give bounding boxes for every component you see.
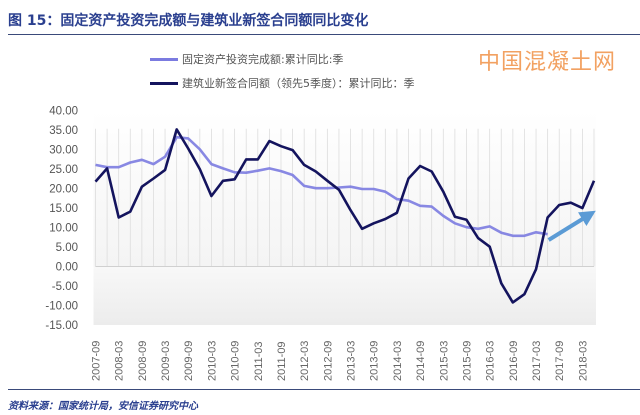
x-tick-label: 2009-03 <box>160 341 172 381</box>
x-tick-label: 2007-09 <box>91 341 103 381</box>
x-tick-label: 2011-03 <box>253 341 265 381</box>
y-tick-label: -5.00 <box>52 281 78 293</box>
y-tick-label: -10.00 <box>45 301 78 313</box>
plot-background-positive <box>93 110 596 267</box>
source-note: 资料来源：国家统计局，安信证券研究中心 <box>8 401 198 412</box>
x-tick-label: 2013-09 <box>369 341 381 381</box>
title-rule <box>8 34 640 35</box>
legend-swatch <box>150 57 178 61</box>
x-tick-label: 2016-03 <box>485 341 497 381</box>
plot-background-negative <box>93 266 596 325</box>
y-tick-label: 30.00 <box>49 145 78 157</box>
y-tick-label: 5.00 <box>56 242 78 254</box>
x-tick-label: 2009-09 <box>183 341 195 381</box>
x-tick-label: 2008-03 <box>114 341 126 381</box>
x-tick-label: 2012-03 <box>299 341 311 381</box>
x-tick-label: 2011-09 <box>276 341 288 381</box>
y-tick-label: 10.00 <box>49 223 78 235</box>
y-tick-label: 15.00 <box>49 203 78 215</box>
x-tick-label: 2014-09 <box>415 341 427 381</box>
y-tick-label: 0.00 <box>56 262 78 274</box>
figure-title: 图 15：固定资产投资完成额与建筑业新签合同额同比变化 <box>8 13 369 29</box>
x-tick-label: 2015-09 <box>461 341 473 381</box>
series-line-construction-contracts <box>94 128 596 304</box>
x-tick-label: 2018-03 <box>577 341 589 381</box>
legend-label: 建筑业新签合同额（领先5季度）：累计同比：季 <box>182 77 415 90</box>
x-tick-label: 2016-09 <box>508 341 520 381</box>
legend-item-construction-contracts: 建筑业新签合同额（领先5季度）：累计同比：季 <box>150 75 415 91</box>
legend-label: 固定资产投资完成额:累计同比:季 <box>182 53 344 66</box>
trend-arrow-icon <box>547 210 596 242</box>
y-tick-label: 20.00 <box>49 184 78 196</box>
x-tick-label: 2014-03 <box>392 341 404 381</box>
x-tick-label: 2017-03 <box>531 341 543 381</box>
x-tick-label: 2010-09 <box>230 341 242 381</box>
x-tick-label: 2010-03 <box>206 341 218 381</box>
y-tick-label: 35.00 <box>49 125 78 137</box>
y-tick-label: 25.00 <box>49 164 78 176</box>
x-tick-label: 2017-09 <box>554 341 566 381</box>
legend-item-fixed-asset: 固定资产投资完成额:累计同比:季 <box>150 51 343 67</box>
legend-swatch <box>150 81 178 85</box>
x-tick-label: 2013-03 <box>346 341 358 381</box>
watermark: 中国混凝土网 <box>478 50 617 75</box>
source-rule <box>8 389 640 390</box>
x-tick-label: 2012-09 <box>322 341 334 381</box>
x-tick-label: 2015-03 <box>438 341 450 381</box>
x-tick-label: 2008-09 <box>137 341 149 381</box>
y-tick-label: 40.00 <box>49 106 78 118</box>
y-tick-label: -15.00 <box>45 320 78 332</box>
